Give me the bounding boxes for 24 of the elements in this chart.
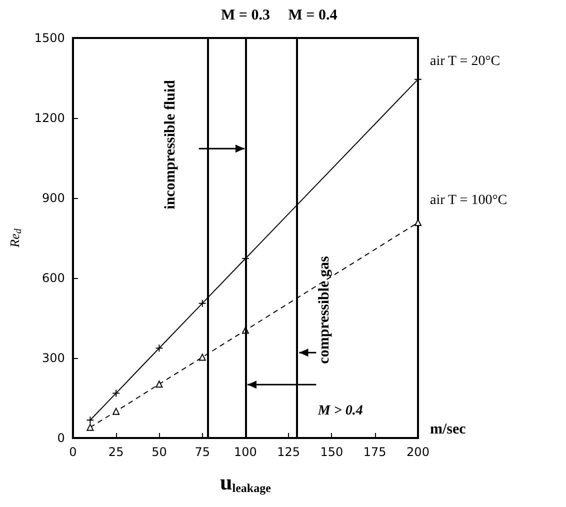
- x-tick-label: 175: [363, 445, 386, 459]
- x-tick-label: 100: [234, 445, 257, 459]
- x-tick-label: 125: [277, 445, 300, 459]
- y-tick-label: 900: [42, 191, 65, 205]
- x-tick-label: 75: [194, 445, 210, 459]
- y-tick-label: 1200: [34, 111, 65, 125]
- y-axis-title: Red: [7, 228, 24, 248]
- y-tick-label: 1500: [34, 31, 65, 45]
- x-tick-label: 50: [152, 445, 167, 459]
- y-tick-label: 600: [42, 271, 65, 285]
- annotation: incompressible fluid: [162, 79, 179, 210]
- text: M = 0.3: [220, 7, 270, 24]
- text: m/sec: [430, 421, 466, 438]
- text: air T = 20°C: [430, 54, 500, 70]
- x-tick-label: 0: [69, 445, 77, 459]
- text: M = 0.4: [288, 7, 338, 24]
- annotation: M > 0.4: [316, 404, 363, 419]
- y-tick-label: 300: [42, 351, 65, 365]
- x-tick-label: 200: [406, 445, 430, 459]
- text: air T = 100°C: [430, 192, 508, 208]
- annotation: compressible gas: [316, 256, 332, 364]
- x-tick-label: 150: [320, 445, 344, 459]
- x-tick-label: 25: [108, 445, 124, 459]
- y-tick-label: 0: [57, 431, 65, 445]
